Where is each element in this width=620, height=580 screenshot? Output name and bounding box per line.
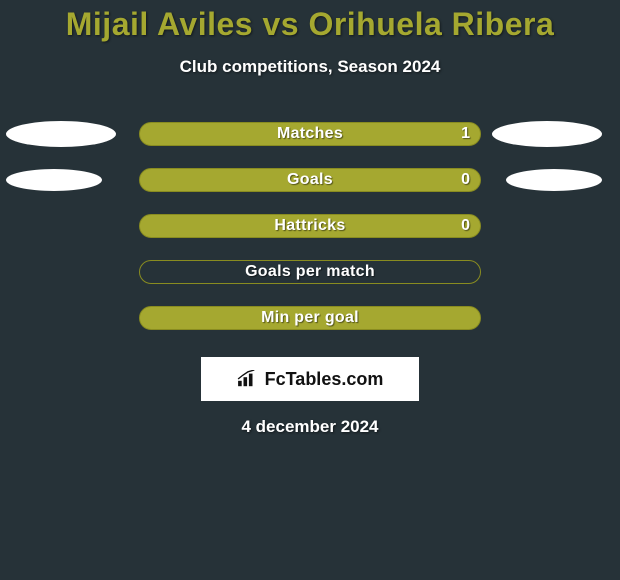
attribution-box: FcTables.com bbox=[201, 357, 419, 401]
stat-label: Matches bbox=[277, 125, 343, 143]
comparison-zone: Matches 1 Goals 0 Hattricks 0 Goals per … bbox=[0, 111, 620, 341]
player-left-marker bbox=[6, 121, 116, 147]
stat-label: Hattricks bbox=[274, 217, 345, 235]
player-right-marker bbox=[492, 121, 602, 147]
stat-bar-matches: Matches 1 bbox=[139, 122, 481, 146]
player-right-marker bbox=[506, 169, 602, 191]
stat-value-right: 0 bbox=[461, 171, 470, 189]
attribution-text: FcTables.com bbox=[265, 369, 384, 390]
stat-label: Min per goal bbox=[261, 309, 359, 327]
page-title: Mijail Aviles vs Orihuela Ribera bbox=[0, 0, 620, 43]
stat-label: Goals bbox=[287, 171, 333, 189]
stat-bar-min-per-goal: Min per goal bbox=[139, 306, 481, 330]
stat-bar-goals: Goals 0 bbox=[139, 168, 481, 192]
stat-row: Min per goal bbox=[0, 295, 620, 341]
stat-row: Goals per match bbox=[0, 249, 620, 295]
stat-row: Matches 1 bbox=[0, 111, 620, 157]
stat-row: Goals 0 bbox=[0, 157, 620, 203]
stat-bar-hattricks: Hattricks 0 bbox=[139, 214, 481, 238]
subtitle: Club competitions, Season 2024 bbox=[0, 57, 620, 77]
stat-value-right: 1 bbox=[461, 125, 470, 143]
stat-label: Goals per match bbox=[245, 263, 375, 281]
bar-chart-icon bbox=[237, 370, 259, 388]
stat-value-right: 0 bbox=[461, 217, 470, 235]
date-text: 4 december 2024 bbox=[0, 417, 620, 437]
stat-row: Hattricks 0 bbox=[0, 203, 620, 249]
player-left-marker bbox=[6, 169, 102, 191]
stat-bar-goals-per-match: Goals per match bbox=[139, 260, 481, 284]
